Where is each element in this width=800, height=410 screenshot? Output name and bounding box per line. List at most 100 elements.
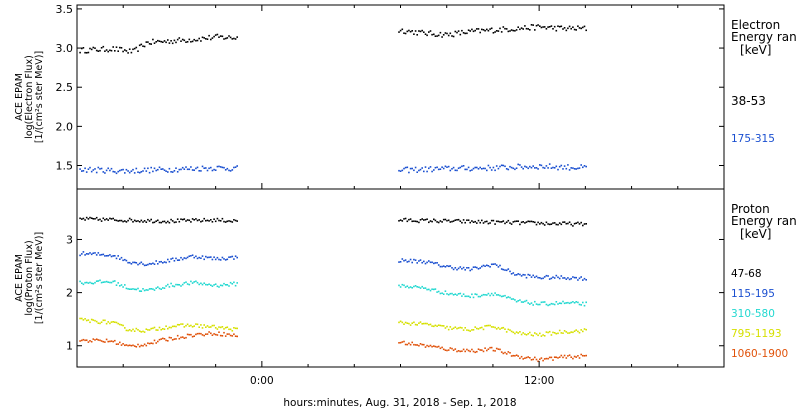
data-point bbox=[414, 30, 417, 32]
data-point bbox=[186, 219, 189, 221]
data-point bbox=[213, 35, 215, 38]
data-point bbox=[447, 293, 450, 296]
data-point bbox=[176, 283, 179, 286]
data-point bbox=[224, 169, 227, 171]
data-point bbox=[464, 221, 466, 224]
data-point bbox=[572, 301, 574, 303]
data-point bbox=[509, 270, 511, 273]
data-point bbox=[168, 336, 171, 339]
data-point bbox=[540, 357, 543, 359]
data-point bbox=[133, 47, 136, 50]
data-point bbox=[489, 166, 491, 169]
data-point bbox=[138, 171, 141, 174]
data-point bbox=[507, 351, 510, 353]
data-point bbox=[203, 334, 205, 337]
data-point bbox=[550, 356, 553, 359]
data-point bbox=[188, 255, 191, 257]
data-point bbox=[539, 332, 541, 335]
data-point bbox=[535, 167, 538, 169]
data-point bbox=[114, 171, 116, 173]
data-point bbox=[502, 220, 505, 222]
data-point bbox=[399, 320, 402, 323]
data-point bbox=[535, 223, 538, 226]
data-point bbox=[487, 222, 490, 225]
data-point bbox=[525, 334, 528, 336]
data-point bbox=[449, 292, 452, 295]
data-point bbox=[176, 171, 179, 173]
data-point bbox=[127, 344, 129, 347]
data-point bbox=[466, 219, 468, 221]
data-point bbox=[236, 282, 238, 284]
data-point bbox=[428, 31, 430, 33]
data-point bbox=[105, 218, 108, 220]
data-point bbox=[211, 37, 214, 39]
data-point bbox=[509, 352, 511, 354]
data-point bbox=[221, 217, 224, 220]
data-point bbox=[570, 356, 572, 358]
data-point bbox=[553, 356, 556, 358]
data-point bbox=[119, 46, 121, 49]
data-point bbox=[142, 221, 144, 223]
data-point bbox=[469, 221, 471, 224]
data-point bbox=[124, 327, 126, 329]
data-point bbox=[434, 324, 437, 327]
data-point bbox=[191, 40, 194, 43]
data-point bbox=[87, 282, 90, 284]
data-point bbox=[234, 255, 237, 257]
data-point bbox=[94, 252, 96, 254]
data-point bbox=[524, 25, 526, 27]
data-point bbox=[499, 27, 501, 30]
data-point bbox=[408, 260, 410, 263]
data-point bbox=[211, 169, 214, 172]
data-point bbox=[479, 327, 481, 329]
data-point bbox=[163, 287, 166, 289]
data-point bbox=[223, 258, 225, 260]
data-point bbox=[481, 168, 483, 170]
data-point bbox=[555, 301, 558, 303]
data-point bbox=[582, 354, 584, 357]
data-point bbox=[157, 168, 159, 171]
data-point bbox=[90, 48, 93, 51]
data-point bbox=[167, 39, 169, 41]
data-point bbox=[429, 30, 432, 32]
data-point bbox=[210, 284, 212, 286]
data-point bbox=[401, 220, 404, 222]
data-point bbox=[487, 29, 490, 32]
y-axis-label: ACE EPAM bbox=[14, 73, 25, 121]
data-point bbox=[163, 338, 166, 340]
data-point bbox=[122, 259, 124, 262]
data-point bbox=[82, 217, 85, 220]
data-point bbox=[540, 164, 543, 167]
data-point bbox=[572, 26, 574, 28]
legend-entry: 38-53 bbox=[731, 94, 766, 108]
data-point bbox=[124, 172, 126, 174]
data-point bbox=[219, 326, 222, 329]
data-point bbox=[525, 221, 528, 223]
data-point bbox=[522, 301, 524, 303]
data-point bbox=[452, 35, 455, 38]
data-point bbox=[433, 288, 435, 291]
data-point bbox=[210, 256, 212, 258]
data-point bbox=[449, 326, 452, 328]
data-point bbox=[578, 27, 581, 29]
data-point bbox=[213, 256, 215, 258]
data-point bbox=[201, 334, 204, 336]
data-point bbox=[553, 332, 556, 334]
data-point bbox=[188, 38, 191, 41]
data-point bbox=[447, 349, 450, 351]
series-38-53 bbox=[79, 24, 587, 54]
data-point bbox=[474, 293, 476, 295]
data-point bbox=[170, 218, 172, 221]
data-point bbox=[87, 253, 90, 255]
data-point bbox=[119, 341, 121, 344]
data-point bbox=[191, 218, 194, 220]
data-point bbox=[525, 166, 528, 168]
data-point bbox=[424, 322, 427, 325]
data-point bbox=[89, 166, 91, 169]
data-point bbox=[570, 27, 572, 30]
data-point bbox=[219, 259, 222, 261]
data-point bbox=[414, 285, 417, 287]
data-point bbox=[203, 167, 205, 169]
data-point bbox=[545, 331, 548, 333]
data-point bbox=[517, 332, 519, 334]
